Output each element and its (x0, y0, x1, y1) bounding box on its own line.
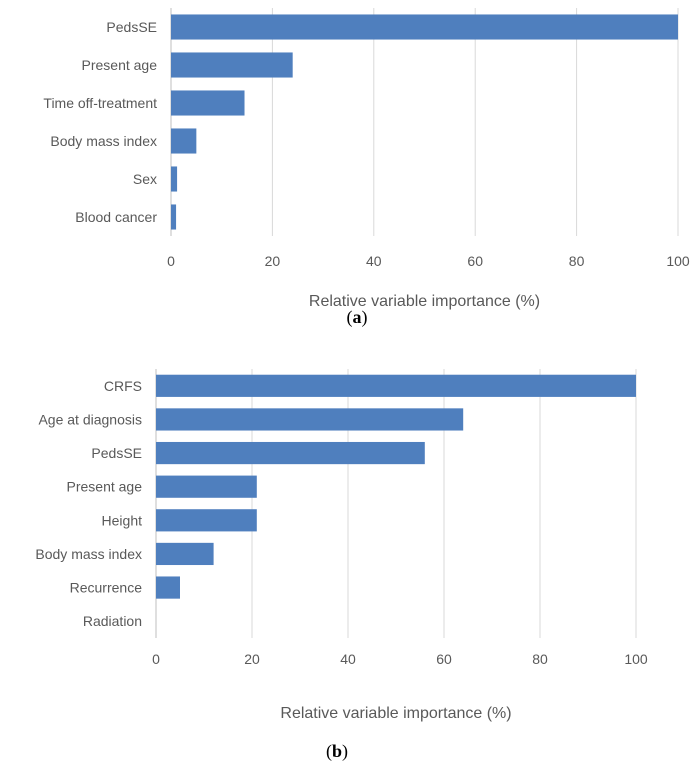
bar (171, 128, 197, 154)
chart-b: CRFS Age at diagnosis PedsSE Present age Hei… (0, 345, 693, 763)
bar (171, 52, 293, 78)
x-tick-label: 60 (467, 253, 483, 269)
category-label: Body mass index (35, 546, 142, 562)
category-label: Recurrence (70, 580, 143, 596)
bar (156, 408, 464, 431)
category-label: Height (102, 512, 143, 528)
chart-a: PedsSE Present age Time off-treatment Body … (0, 0, 693, 330)
bar (156, 475, 257, 498)
x-tick-label: 40 (340, 651, 356, 667)
x-tick-label: 40 (366, 253, 382, 269)
bar (171, 204, 177, 230)
bar (156, 542, 214, 566)
x-axis-title: Relative variable importance (%) (309, 293, 540, 310)
x-tick-label: 80 (532, 651, 548, 667)
bar (171, 90, 245, 116)
category-label: Blood cancer (75, 209, 157, 225)
category-label: CRFS (104, 378, 142, 394)
bar (171, 14, 678, 40)
bar (156, 441, 425, 465)
category-label: Sex (133, 171, 157, 187)
x-tick-label: 20 (265, 253, 281, 269)
bar (171, 166, 178, 192)
category-label: PedsSE (106, 19, 157, 35)
category-label: Present age (82, 57, 158, 73)
x-tick-label: 60 (436, 651, 452, 667)
category-label: Age at diagnosis (38, 411, 142, 427)
category-label: Body mass index (50, 133, 157, 149)
category-label: Present age (67, 479, 143, 495)
bar (156, 374, 636, 397)
panel-label: (b) (326, 741, 348, 762)
x-tick-label: 20 (244, 651, 260, 667)
x-tick-label: 100 (624, 651, 648, 667)
x-tick-label: 0 (152, 651, 160, 667)
category-label: Radiation (83, 613, 142, 629)
chart-b-svg: CRFS Age at diagnosis PedsSE Present age Hei… (35, 369, 648, 762)
x-axis-title: Relative variable importance (%) (280, 705, 511, 722)
panel-label: (a) (347, 307, 368, 328)
bar (156, 576, 180, 599)
category-label: Time off-treatment (43, 95, 157, 111)
x-tick-label: 0 (167, 253, 175, 269)
x-tick-label: 100 (666, 253, 690, 269)
bar (156, 509, 257, 532)
x-tick-label: 80 (569, 253, 585, 269)
category-label: PedsSE (91, 445, 142, 461)
chart-a-svg: PedsSE Present age Time off-treatment Body … (43, 8, 690, 328)
